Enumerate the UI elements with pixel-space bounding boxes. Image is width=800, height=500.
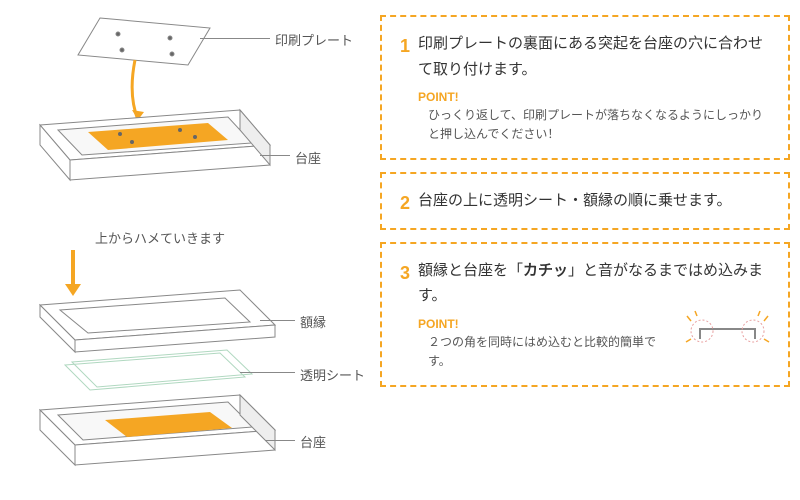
label-top-base: 台座 [295,148,321,167]
label-line [260,320,295,321]
step-1-body: 印刷プレートの裏面にある突起を台座の穴に合わせて取り付けます。 [418,35,763,78]
step-1: 1 印刷プレートの裏面にある突起を台座の穴に合わせて取り付けます。 POINT!… [380,15,790,160]
label-clear-sheet: 透明シート [300,365,365,384]
bottom-caption: 上からハメていきます [95,228,225,247]
diagram-column: 印刷プレート 台座 上からハメていきます [0,0,380,500]
step-3-text: 3 額縁と台座を「カチッ」と音がなるまではめ込みます。 [400,258,770,309]
label-frame: 額縁 [300,312,326,331]
step-3-point-label: POINT! [400,317,677,331]
step-3-bold: カチッ [523,262,568,279]
step-2-body: 台座の上に透明シート・額縁の順に乗せます。 [418,192,732,209]
label-line [260,155,290,156]
steps-column: 1 印刷プレートの裏面にある突起を台座の穴に合わせて取り付けます。 POINT!… [380,0,800,500]
label-line [240,372,295,373]
step-1-point-text: ひっくり返して、印刷プレートが落ちなくなるようにしっかりと押し込んでください！ [400,106,770,144]
step-2-text: 2 台座の上に透明シート・額縁の順に乗せます。 [400,188,770,214]
step-1-point-label: POINT! [400,90,770,104]
step-3-num: 3 [400,258,410,289]
step-3-pre: 額縁と台座を「 [418,262,523,279]
corner-snap-icon [685,309,770,364]
diagram-bottom [10,270,310,490]
step-3-point-text: ２つの角を同時にはめ込むと比較的簡単です。 [400,333,677,371]
label-line [265,440,295,441]
step-2-num: 2 [400,188,410,219]
step-2: 2 台座の上に透明シート・額縁の順に乗せます。 [380,172,790,230]
step-1-num: 1 [400,31,410,62]
diagram-top [10,10,300,210]
step-1-text: 1 印刷プレートの裏面にある突起を台座の穴に合わせて取り付けます。 [400,31,770,82]
label-bottom-base: 台座 [300,432,326,451]
label-line [200,38,270,39]
step-3: 3 額縁と台座を「カチッ」と音がなるまではめ込みます。 POINT! ２つの角を… [380,242,790,387]
label-print-plate: 印刷プレート [275,30,353,49]
